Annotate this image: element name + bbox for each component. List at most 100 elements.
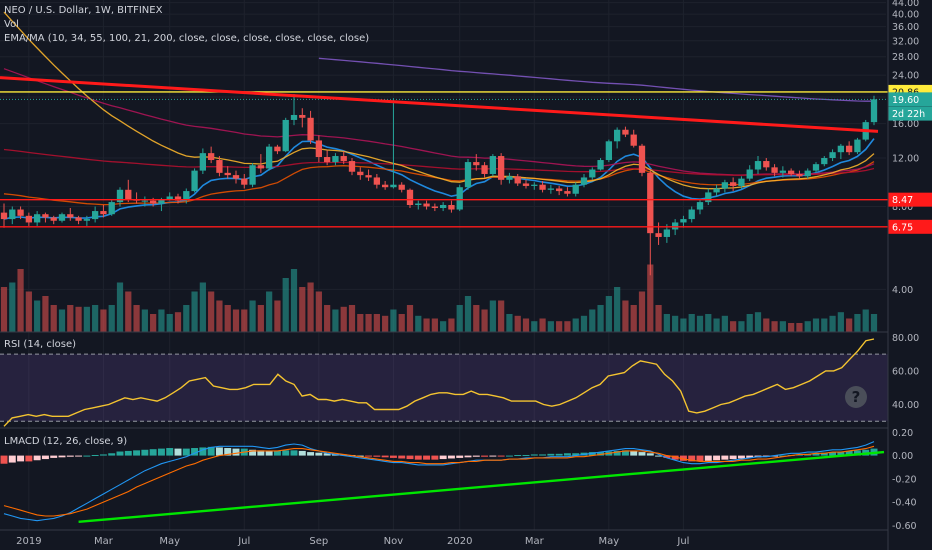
- volume-bar: [216, 300, 223, 332]
- candle-body: [647, 172, 654, 234]
- candle-body: [705, 192, 712, 203]
- candle-body: [17, 209, 24, 216]
- volume-bar: [274, 300, 281, 332]
- volume-bar: [821, 318, 828, 332]
- macd-histogram-bar: [406, 455, 414, 460]
- volume-bar: [83, 306, 90, 332]
- x-tick-label: Jul: [676, 536, 689, 547]
- volume-bar: [473, 305, 480, 332]
- volume-bar: [829, 315, 836, 332]
- volume-bar: [522, 318, 530, 332]
- macd-histogram-bar: [414, 455, 422, 460]
- candle-body: [340, 156, 347, 162]
- volume-bar: [125, 291, 132, 332]
- candle-body: [299, 114, 306, 118]
- candle-body: [812, 164, 820, 171]
- candle-body: [290, 114, 298, 120]
- macd-histogram-bar: [530, 454, 538, 456]
- candle-body: [522, 183, 530, 186]
- volume-bar: [779, 321, 786, 332]
- volume-bar: [108, 305, 115, 332]
- volume-bar: [622, 300, 629, 332]
- candle-body: [232, 175, 240, 179]
- candle-body: [323, 157, 331, 163]
- macd-histogram-bar: [108, 453, 116, 456]
- macd-histogram-bar: [613, 450, 621, 456]
- macd-histogram-bar: [679, 455, 687, 461]
- macd-histogram-bar: [8, 455, 16, 463]
- macd-histogram-bar: [25, 455, 33, 462]
- candle-body: [83, 219, 91, 221]
- candle-body: [721, 182, 729, 189]
- y-tick-label: 16.00: [892, 119, 919, 130]
- candle-body: [738, 178, 745, 186]
- macd-histogram-bar: [207, 446, 215, 456]
- level-tag-label: 6.75: [892, 222, 913, 233]
- volume-bar: [638, 291, 646, 332]
- macd-histogram-bar: [671, 455, 679, 460]
- candle-body: [597, 160, 604, 170]
- y-tick-label: 44.00: [892, 0, 919, 9]
- candle-body: [25, 215, 33, 223]
- macd-histogram-bar: [638, 452, 646, 456]
- macd-histogram-bar: [563, 453, 571, 456]
- macd-histogram-bar: [655, 455, 663, 457]
- macd-histogram-bar: [688, 455, 696, 462]
- macd-histogram-bar: [307, 452, 315, 456]
- y-tick-label: 28.00: [892, 52, 919, 63]
- macd-histogram-bar: [381, 455, 389, 458]
- volume-bar: [150, 314, 157, 332]
- candle-body: [787, 170, 795, 174]
- macd-histogram-bar: [837, 451, 845, 456]
- candle-body: [680, 219, 687, 223]
- macd-histogram-bar: [795, 454, 803, 456]
- macd-histogram-bar: [539, 454, 547, 456]
- candle-body: [481, 165, 488, 174]
- volume-bar: [423, 318, 430, 332]
- macd-histogram-bar: [124, 450, 132, 456]
- macd-histogram-bar: [116, 451, 124, 456]
- volume-bar: [183, 305, 190, 332]
- volume-bar: [771, 321, 778, 332]
- macd-histogram-bar: [522, 455, 530, 456]
- candle-body: [613, 129, 621, 142]
- x-tick-label: Jul: [237, 536, 250, 547]
- candle-body: [696, 202, 704, 210]
- macd-histogram-bar: [431, 455, 439, 460]
- volume-bar: [282, 278, 289, 332]
- volume-bar: [299, 287, 306, 332]
- volume-bar: [547, 321, 554, 332]
- volume-bar: [580, 315, 588, 332]
- candle-body: [630, 134, 637, 146]
- volume-bar: [564, 321, 571, 332]
- macd-histogram-bar: [555, 453, 563, 456]
- candle-body: [174, 196, 182, 201]
- macd-histogram-bar: [199, 447, 207, 456]
- volume-bar: [266, 291, 273, 332]
- volume-bar: [67, 305, 74, 332]
- candle-body: [473, 162, 480, 166]
- candle-body: [779, 170, 787, 173]
- volume-bar: [174, 312, 182, 332]
- volume-bar: [34, 300, 41, 332]
- volume-bar: [448, 318, 455, 332]
- macd-histogram-bar: [696, 455, 704, 462]
- candle-body: [514, 176, 521, 184]
- volume-bar: [9, 282, 16, 332]
- candle-body: [497, 156, 505, 180]
- volume-bar: [58, 309, 66, 332]
- help-icon[interactable]: ?: [845, 386, 867, 408]
- macd-histogram-bar: [17, 455, 25, 462]
- volume-bar: [241, 309, 248, 332]
- volume-bar: [464, 296, 472, 332]
- candle-body: [357, 171, 364, 176]
- x-tick-label: Mar: [525, 536, 545, 547]
- candle-body: [829, 152, 836, 159]
- x-tick-label: Nov: [384, 536, 404, 547]
- candle-body: [456, 187, 463, 210]
- x-tick-label: May: [159, 536, 180, 547]
- y-tick-label: 32.00: [892, 36, 919, 47]
- candle-body: [464, 162, 472, 188]
- candle-body: [67, 214, 74, 218]
